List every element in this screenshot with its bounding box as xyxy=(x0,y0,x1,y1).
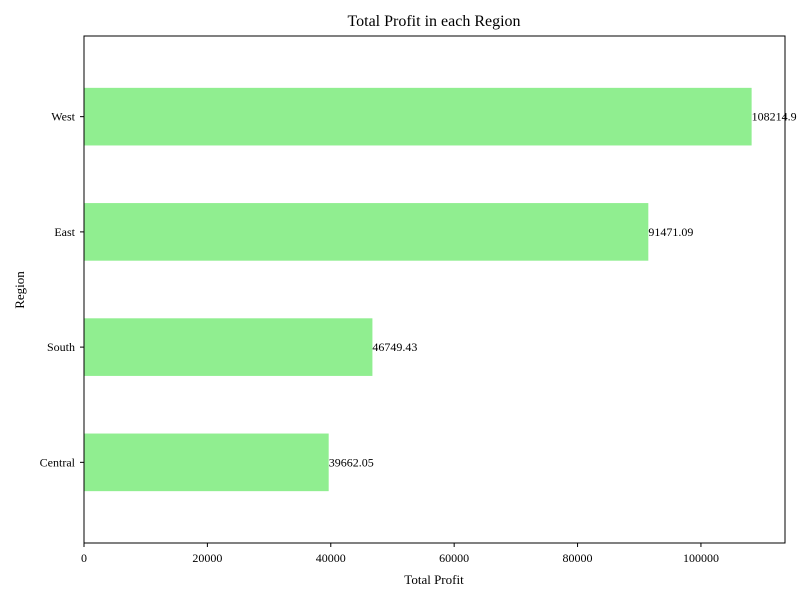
x-tick-label: 40000 xyxy=(316,551,346,565)
y-tick-label-central: Central xyxy=(40,455,76,469)
data-label-west: 108214.9 xyxy=(752,110,797,124)
data-label-south: 46749.43 xyxy=(372,340,417,354)
y-tick-label-east: East xyxy=(54,225,75,239)
x-tick-label: 100000 xyxy=(683,551,719,565)
y-tick-label-west: West xyxy=(51,110,75,124)
bar-west xyxy=(84,87,752,146)
x-tick-label: 60000 xyxy=(439,551,469,565)
x-tick-label: 0 xyxy=(81,551,87,565)
x-axis-label: Total Profit xyxy=(404,572,464,587)
bar-central xyxy=(84,433,329,492)
bar-south xyxy=(84,318,373,376)
chart-title: Total Profit in each Region xyxy=(347,13,520,30)
plot-area: 39662.05 Central 46749.43 South 91471.09 East… xyxy=(40,87,797,565)
x-tick-label: 80000 xyxy=(563,551,593,565)
axes-frame xyxy=(83,35,786,544)
y-tick-label-south: South xyxy=(47,340,75,354)
data-label-east: 91471.09 xyxy=(648,225,693,239)
y-axis-label: Region xyxy=(12,271,27,309)
bar-east xyxy=(84,203,649,261)
data-label-central: 39662.05 xyxy=(329,455,374,469)
x-tick-label: 20000 xyxy=(192,551,222,565)
